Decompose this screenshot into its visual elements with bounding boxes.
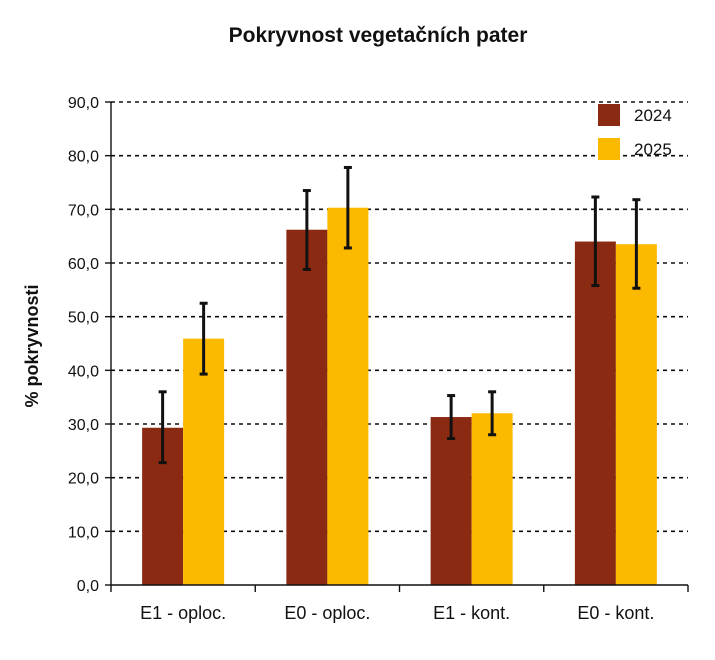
legend-label-2024: 2024 <box>634 106 672 125</box>
bar-2024-2 <box>286 229 328 585</box>
x-axis-categories: E1 - oploc. E0 - oploc. E1 - kont. E0 - kon… <box>140 603 654 623</box>
bars <box>142 207 657 586</box>
y-tick-label: 10,0 <box>68 524 99 541</box>
y-tick-label: 30,0 <box>68 417 99 434</box>
x-category-label: E0 - oploc. <box>284 603 370 623</box>
legend-swatch-2024 <box>598 104 620 126</box>
bar-2025-2 <box>327 207 369 585</box>
x-category-label: E1 - kont. <box>433 603 510 623</box>
x-category-label: E0 - kont. <box>577 603 654 623</box>
bar-2025-1 <box>183 338 225 585</box>
y-tick-label: 90,0 <box>68 95 99 112</box>
error-bars <box>158 165 641 465</box>
y-axis-ticks: 0,0 10,0 20,0 30,0 40,0 50,0 60,0 70,0 80,0 90,0 <box>68 95 111 595</box>
y-tick-label: 60,0 <box>68 256 99 273</box>
y-tick-label: 70,0 <box>68 202 99 219</box>
bar-2024-4 <box>574 241 616 586</box>
bar-2025-3 <box>471 413 513 585</box>
y-tick-label: 0,0 <box>77 578 99 595</box>
legend-label-2025: 2025 <box>634 140 672 159</box>
x-category-label: E1 - oploc. <box>140 603 226 623</box>
y-tick-label: 20,0 <box>68 471 99 488</box>
bar-2024-3 <box>430 417 472 585</box>
bar-2025-4 <box>615 244 657 585</box>
y-tick-label: 50,0 <box>68 310 99 327</box>
y-tick-label: 80,0 <box>68 149 99 166</box>
y-axis-label: % pokryvnosti <box>22 284 42 407</box>
legend: 2024 2025 <box>598 104 672 160</box>
y-tick-label: 40,0 <box>68 363 99 380</box>
legend-swatch-2025 <box>598 138 620 160</box>
chart-title: Pokryvnost vegetačních pater <box>229 24 528 47</box>
axes <box>110 102 689 592</box>
